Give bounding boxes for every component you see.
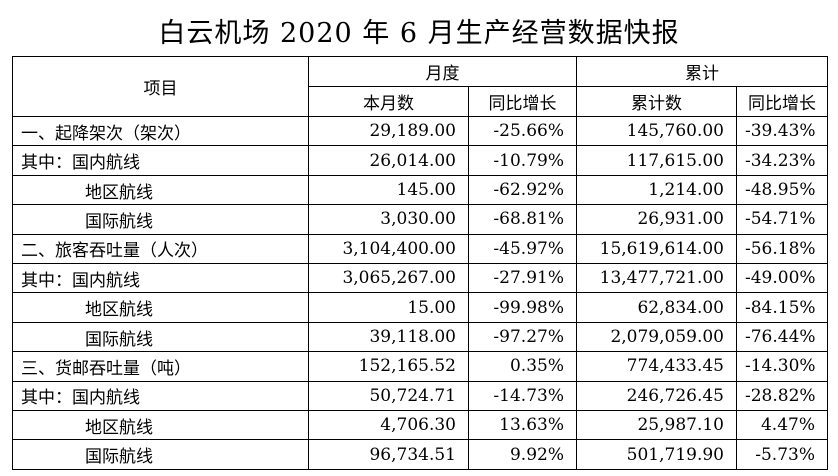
row-month-value: 39,118.00 [308, 321, 469, 353]
row-cum-yoy: -14.30% [736, 351, 828, 382]
table-row: 地区航线 15.00 -99.98% 62,834.00 -84.15% [12, 292, 828, 323]
row-cum-value: 26,931.00 [576, 204, 737, 235]
row-label: 三、货邮吞吐量（吨） [12, 351, 309, 382]
table-row: 二、旅客吞吐量（人次） 3,104,400.00 -45.97% 15,619,614… [12, 233, 828, 265]
row-label: 其中：国内航线 [12, 263, 309, 294]
row-month-yoy: 13.63% [468, 410, 577, 441]
row-cum-value: 1,214.00 [576, 174, 737, 206]
table-row: 其中：国内航线 50,724.71 -14.73% 246,726.45 -28.82% [12, 380, 828, 412]
row-label: 二、旅客吞吐量（人次） [12, 233, 309, 265]
row-label: 其中：国内航线 [12, 380, 309, 412]
row-month-yoy: 9.92% [468, 439, 577, 470]
row-month-value: 15.00 [308, 292, 469, 323]
row-cum-value: 774,433.45 [576, 351, 737, 382]
row-cum-value: 145,760.00 [576, 115, 737, 147]
row-label: 一、起降架次（架次） [12, 115, 309, 147]
row-month-value: 26,014.00 [308, 145, 469, 176]
row-cum-yoy: -5.73% [736, 439, 828, 470]
row-cum-yoy: -28.82% [736, 380, 828, 412]
row-month-value: 3,030.00 [308, 204, 469, 235]
row-label: 地区航线 [12, 410, 309, 441]
table-row: 地区航线 4,706.30 13.63% 25,987.10 4.47% [12, 410, 828, 441]
table-row: 其中：国内航线 3,065,267.00 -27.91% 13,477,721.00-… [12, 263, 828, 294]
report-title: 白云机场 2020 年 6 月生产经营数据快报 [158, 18, 680, 49]
row-cum-value: 501,719.90 [576, 439, 737, 470]
row-month-value: 50,724.71 [308, 380, 469, 412]
table-row: 地区航线 145.00 -62.92% 1,214.00 -48.95% [12, 174, 828, 206]
row-cum-yoy: -56.18% [736, 233, 828, 265]
row-cum-yoy: -84.15% [736, 292, 828, 323]
row-label: 地区航线 [12, 292, 309, 323]
row-label: 国际航线 [12, 321, 309, 353]
header-this-month: 本月数 [308, 86, 469, 117]
header-item: 项目 [12, 56, 309, 117]
header-cumulative: 累计 [576, 56, 828, 87]
row-cum-value: 15,619,614.00 [576, 233, 737, 265]
header-cum-count: 累计数 [576, 86, 737, 117]
row-cum-yoy: -48.95% [736, 174, 828, 206]
row-cum-value: 246,726.45 [576, 380, 737, 412]
row-month-yoy: -25.66% [468, 115, 577, 147]
row-month-value: 3,065,267.00 [308, 263, 469, 294]
row-cum-value: 62,834.00 [576, 292, 737, 323]
row-cum-value: 117,615.00 [576, 145, 737, 176]
row-month-yoy: -62.92% [468, 174, 577, 206]
row-month-value: 29,189.00 [308, 115, 469, 147]
row-cum-yoy: -76.44% [736, 321, 828, 353]
row-month-yoy: -45.97% [468, 233, 577, 265]
row-month-value: 145.00 [308, 174, 469, 206]
row-cum-value: 25,987.10 [576, 410, 737, 441]
table-row: 国际航线 3,030.00 -68.81% 26,931.00 -54.71% [12, 204, 828, 235]
row-month-value: 4,706.30 [308, 410, 469, 441]
row-month-yoy: -99.98% [468, 292, 577, 323]
table-row: 其中：国内航线 26,014.00 -10.79% 117,615.00 -34.23% [12, 145, 828, 176]
row-cum-value: 13,477,721.00 [576, 263, 737, 294]
data-table: 项目 月度 累计 本月数 同比增长 累计数 同比增长 一、起降架次（架次） 29,… [12, 56, 828, 470]
header-monthly: 月度 [308, 56, 577, 87]
header-yoy-cum: 同比增长 [736, 86, 828, 117]
row-cum-value: 2,079,059.00 [576, 321, 737, 353]
row-month-yoy: -14.73% [468, 380, 577, 412]
table-body: 一、起降架次（架次） 29,189.00 -25.66% 145,760.00 -39.… [12, 115, 828, 470]
row-cum-yoy: -34.23% [736, 145, 828, 176]
row-month-value: 96,734.51 [308, 439, 469, 470]
header-yoy-month: 同比增长 [468, 86, 577, 117]
row-month-value: 152,165.52 [308, 351, 469, 382]
row-month-value: 3,104,400.00 [308, 233, 469, 265]
row-cum-yoy: -39.43% [736, 115, 828, 147]
row-month-yoy: -27.91% [468, 263, 577, 294]
row-label: 国际航线 [12, 204, 309, 235]
row-month-yoy: -10.79% [468, 145, 577, 176]
row-month-yoy: -97.27% [468, 321, 577, 353]
row-month-yoy: -68.81% [468, 204, 577, 235]
row-cum-yoy: -54.71% [736, 204, 828, 235]
row-label: 国际航线 [12, 439, 309, 470]
table-row: 三、货邮吞吐量（吨） 152,165.52 0.35% 774,433.45 -14.3… [12, 351, 828, 382]
table-row: 一、起降架次（架次） 29,189.00 -25.66% 145,760.00 -39.… [12, 115, 828, 147]
table-row: 国际航线 96,734.51 9.92% 501,719.90 -5.73% [12, 439, 828, 470]
row-month-yoy: 0.35% [468, 351, 577, 382]
row-cum-yoy: 4.47% [736, 410, 828, 441]
row-label: 地区航线 [12, 174, 309, 206]
row-cum-yoy: -49.00% [736, 263, 828, 294]
row-label: 其中：国内航线 [12, 145, 309, 176]
table-row: 国际航线 39,118.00 -97.27% 2,079,059.00 -76.44% [12, 321, 828, 353]
